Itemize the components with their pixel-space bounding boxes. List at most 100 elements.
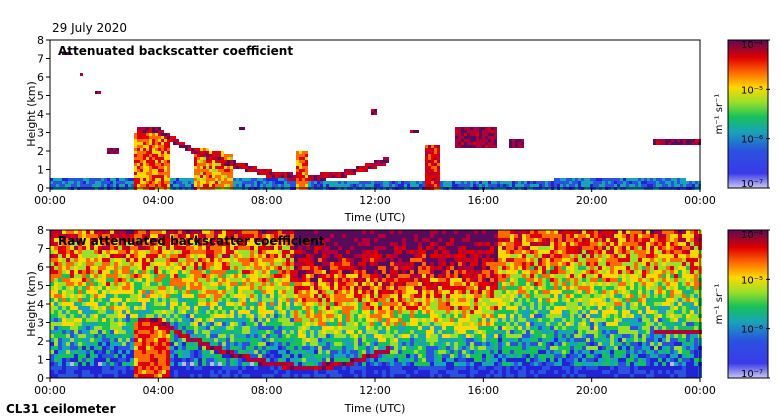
heatmap-cell bbox=[608, 181, 611, 184]
heatmap-cell bbox=[382, 314, 386, 318]
heatmap-cell bbox=[167, 142, 170, 145]
heatmap-cell bbox=[390, 306, 394, 310]
heatmap-cell bbox=[106, 294, 110, 298]
heatmap-cell bbox=[290, 175, 293, 178]
heatmap-cell bbox=[266, 169, 269, 172]
heatmap-cell bbox=[138, 262, 142, 266]
heatmap-cell bbox=[194, 322, 198, 326]
heatmap-cell bbox=[110, 334, 114, 338]
heatmap-cell bbox=[74, 374, 78, 378]
heatmap-cell bbox=[398, 230, 402, 234]
heatmap-cell bbox=[322, 250, 326, 254]
heatmap-cell bbox=[102, 270, 106, 274]
heatmap-cell bbox=[362, 242, 366, 246]
heatmap-cell bbox=[209, 181, 212, 184]
heatmap-cell bbox=[386, 238, 390, 242]
heatmap-cell bbox=[86, 286, 90, 290]
heatmap-cell bbox=[62, 334, 66, 338]
heatmap-cell bbox=[138, 294, 142, 298]
heatmap-cell bbox=[414, 258, 418, 262]
heatmap-cell bbox=[154, 274, 158, 278]
heatmap-cell bbox=[94, 370, 98, 374]
heatmap-cell bbox=[58, 242, 62, 246]
heatmap-cell bbox=[137, 136, 140, 139]
heatmap-cell bbox=[134, 258, 138, 262]
heatmap-cell bbox=[215, 178, 218, 181]
heatmap-cell bbox=[218, 258, 222, 262]
heatmap-cell bbox=[202, 266, 206, 270]
heatmap-cell bbox=[402, 314, 406, 318]
heatmap-cell bbox=[74, 266, 78, 270]
heatmap-cell bbox=[257, 169, 260, 172]
heatmap-cell bbox=[70, 310, 74, 314]
heatmap-cell bbox=[410, 258, 414, 262]
heatmap-cell bbox=[242, 298, 246, 302]
heatmap-cell bbox=[202, 242, 206, 246]
heatmap-cell bbox=[143, 163, 146, 166]
heatmap-cell bbox=[161, 151, 164, 154]
heatmap-cell bbox=[118, 298, 122, 302]
heatmap-cell bbox=[410, 238, 414, 242]
heatmap-cell bbox=[182, 370, 186, 374]
heatmap-cell bbox=[306, 370, 310, 374]
heatmap-cell bbox=[122, 318, 126, 322]
heatmap-cell bbox=[350, 374, 354, 378]
heatmap-cell bbox=[266, 262, 270, 266]
heatmap-cell bbox=[162, 238, 166, 242]
heatmap-cell bbox=[162, 258, 166, 262]
heatmap-cell bbox=[452, 181, 455, 184]
heatmap-cell bbox=[167, 163, 170, 166]
heatmap-cell bbox=[374, 334, 378, 338]
heatmap-cell bbox=[671, 178, 674, 181]
heatmap-cell bbox=[70, 326, 74, 330]
heatmap-cell bbox=[278, 350, 282, 354]
heatmap-cell bbox=[210, 326, 214, 330]
heatmap-cell bbox=[224, 175, 227, 178]
heatmap-cell bbox=[414, 282, 418, 286]
heatmap-cell bbox=[78, 330, 82, 334]
heatmap-cell bbox=[527, 184, 530, 187]
heatmap-cell bbox=[154, 358, 158, 362]
heatmap-cell bbox=[378, 330, 382, 334]
heatmap-cell bbox=[270, 318, 274, 322]
heatmap-cell bbox=[150, 334, 154, 338]
heatmap-cell bbox=[152, 157, 155, 160]
heatmap-cell bbox=[302, 338, 306, 342]
heatmap-cell bbox=[314, 175, 317, 178]
heatmap-cell bbox=[254, 350, 258, 354]
heatmap-cell bbox=[262, 354, 266, 358]
heatmap-cell bbox=[214, 290, 218, 294]
heatmap-cell bbox=[146, 178, 149, 181]
heatmap-cell bbox=[214, 334, 218, 338]
heatmap-cell bbox=[158, 330, 162, 334]
heatmap-cell bbox=[294, 346, 298, 350]
heatmap-cell bbox=[290, 306, 294, 310]
heatmap-cell bbox=[210, 254, 214, 258]
heatmap-cell bbox=[270, 242, 274, 246]
heatmap-cell bbox=[587, 184, 590, 187]
heatmap-cell bbox=[293, 178, 296, 181]
heatmap-cell bbox=[665, 142, 668, 145]
heatmap-cell bbox=[578, 181, 581, 184]
heatmap-cell bbox=[298, 366, 302, 370]
heatmap-cell bbox=[155, 178, 158, 181]
heatmap-cell bbox=[185, 184, 188, 187]
heatmap-cell bbox=[150, 282, 154, 286]
heatmap-cell bbox=[158, 172, 161, 175]
heatmap-cell bbox=[134, 358, 138, 362]
heatmap-cell bbox=[166, 374, 170, 378]
heatmap-cell bbox=[106, 318, 110, 322]
heatmap-cell bbox=[170, 290, 174, 294]
heatmap-cell bbox=[167, 181, 170, 184]
heatmap-cell bbox=[222, 282, 226, 286]
heatmap-cell bbox=[176, 181, 179, 184]
heatmap-cell bbox=[106, 286, 110, 290]
heatmap-cell bbox=[354, 286, 358, 290]
heatmap-cell bbox=[202, 350, 206, 354]
heatmap-cell bbox=[158, 163, 161, 166]
heatmap-cell bbox=[394, 246, 398, 250]
heatmap-cell bbox=[154, 330, 158, 334]
heatmap-cell bbox=[334, 358, 338, 362]
heatmap-cell bbox=[174, 310, 178, 314]
heatmap-cell bbox=[214, 294, 218, 298]
